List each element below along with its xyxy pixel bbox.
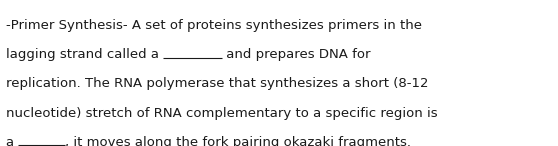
Text: replication. The RNA polymerase that synthesizes a short (8-12: replication. The RNA polymerase that syn…	[6, 77, 428, 90]
Text: lagging strand called a: lagging strand called a	[6, 48, 163, 61]
Text: nucleotide) stretch of RNA complementary to a specific region is: nucleotide) stretch of RNA complementary…	[6, 107, 437, 120]
Text: , it moves along the fork pairing okazaki fragments.: , it moves along the fork pairing okazak…	[65, 136, 411, 146]
Text: -Primer Synthesis- A set of proteins synthesizes primers in the: -Primer Synthesis- A set of proteins syn…	[6, 19, 422, 32]
Text: a: a	[6, 136, 18, 146]
Text: and prepares DNA for: and prepares DNA for	[222, 48, 371, 61]
